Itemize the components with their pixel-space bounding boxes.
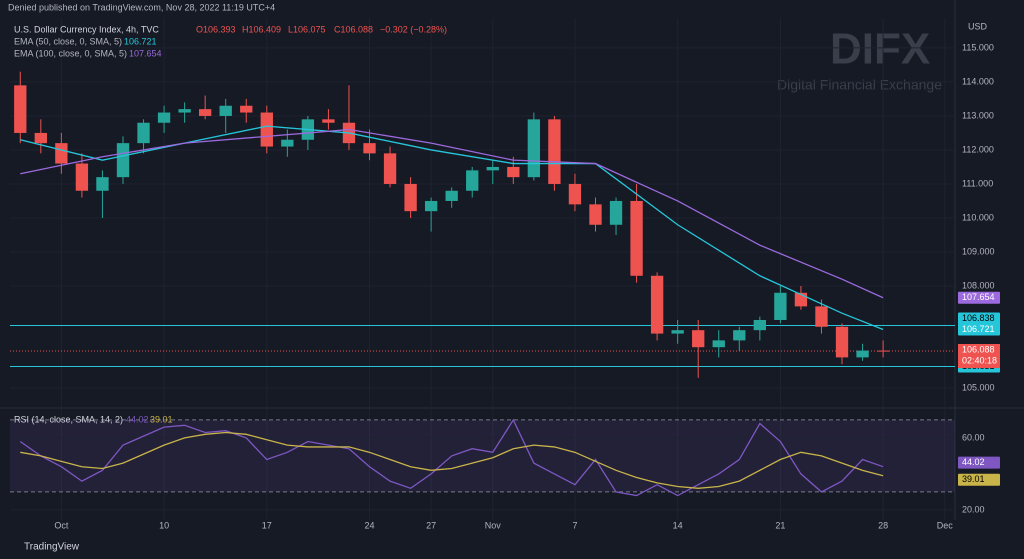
price-tag-label: 106.721 (962, 324, 995, 334)
candle-body (14, 85, 27, 133)
candle-body (876, 350, 890, 352)
y-tick-label: 108.000 (962, 280, 995, 290)
price-tag (958, 291, 1000, 304)
candle-body (116, 143, 130, 178)
y-tick-label: 115.000 (962, 42, 994, 52)
candle-body (404, 183, 417, 212)
y-tick-label: 109.000 (962, 246, 995, 256)
line-series (19, 418, 884, 497)
candle-body (240, 105, 253, 113)
candle-body (55, 143, 68, 164)
candle-body (815, 306, 828, 327)
x-tick-label: 17 (262, 520, 272, 530)
candle-body (548, 119, 561, 184)
candle-body (589, 204, 602, 225)
candle-body (671, 330, 684, 334)
candle-body (712, 340, 725, 348)
price-tag (958, 456, 1000, 469)
x-tick-label: 21 (775, 520, 785, 530)
x-tick-label: Nov (485, 520, 502, 530)
watermark-brand: DIFX (830, 25, 930, 74)
candle-body (96, 177, 109, 191)
candle-body (630, 200, 643, 276)
x-tick-label: Dec (937, 520, 954, 530)
price-tag (958, 312, 1000, 325)
candle-body (774, 292, 787, 320)
watermark-tagline: Digital Financial Exchange (777, 77, 942, 93)
x-tick-label: 28 (878, 520, 888, 530)
ohlc-value: H106.409 (242, 24, 281, 34)
price-tag-label: 106.088 (962, 344, 995, 354)
candle-body (137, 122, 150, 144)
x-tick-label: 24 (365, 520, 375, 530)
series-legend: EMA (100, close, 0, SMA, 5) (14, 48, 127, 58)
countdown-label: 02:40:18 (962, 355, 997, 365)
price-tag (958, 323, 1000, 336)
price-tag (958, 343, 1000, 368)
candle-body (34, 132, 47, 144)
ohlc-value: O106.393 (196, 24, 236, 34)
y-tick-label: 105.000 (962, 382, 995, 392)
x-tick-label: 14 (673, 520, 683, 530)
price-tag-label: 107.654 (962, 292, 995, 302)
candle-body (199, 109, 212, 116)
x-tick-label: 7 (572, 520, 577, 530)
candle-body (609, 200, 623, 225)
x-tick-label: 27 (426, 520, 436, 530)
y-tick-label: 60.00 (962, 432, 985, 442)
symbol-legend: U.S. Dollar Currency Index, 4h, TVC (14, 24, 159, 34)
published-note: Denied published on TradingView.com, Nov… (8, 2, 275, 12)
candle-body (650, 275, 664, 334)
candle-body (856, 350, 869, 358)
candle-body (692, 330, 705, 348)
indicator-legend: RSI (14, close, SMA, 14, 2) (14, 414, 123, 424)
y-tick-label: 114.000 (962, 76, 994, 86)
candle-body (466, 170, 479, 191)
line-series (20, 128, 884, 299)
line-series (20, 431, 884, 489)
candle-body (753, 319, 766, 331)
indicator-legend-value: 44.02 (126, 414, 149, 424)
candle-body (835, 326, 849, 358)
candle-body (219, 105, 232, 116)
candle-body (322, 119, 335, 123)
candle-body (260, 112, 273, 147)
candle-body (178, 109, 191, 113)
candle-body (75, 163, 89, 191)
candle-body (281, 139, 294, 147)
price-tag-label: 106.838 (962, 313, 995, 323)
candle-body (424, 200, 438, 212)
candle-body (363, 143, 376, 154)
ohlc-value: −0.302 (−0.28%) (380, 24, 447, 34)
price-tag-label: 39.01 (962, 474, 985, 484)
y-tick-label: 113.000 (962, 110, 994, 120)
y-tick-label: 112.000 (962, 144, 994, 154)
rsi-band (10, 419, 955, 492)
ohlc-value: C106.088 (334, 24, 373, 34)
candle-body (527, 119, 541, 178)
x-tick-label: Oct (54, 520, 69, 530)
indicator-legend-value: 39.01 (150, 414, 173, 424)
series-legend: EMA (50, close, 0, SMA, 5) (14, 36, 122, 46)
candle-body (383, 153, 397, 184)
currency: USD (968, 21, 988, 31)
footer-brand: TradingView (24, 542, 80, 553)
y-tick-label: 20.00 (962, 504, 985, 514)
ohlc-value: L106.075 (288, 24, 326, 34)
series-legend-value: 106.721 (124, 36, 157, 46)
series-legend-value: 107.654 (129, 48, 162, 58)
price-tag-label: 44.02 (962, 457, 985, 467)
y-tick-label: 111.000 (962, 178, 993, 188)
candle-body (507, 166, 520, 178)
candle-body (486, 166, 499, 171)
candle-body (445, 190, 458, 201)
price-tag (958, 473, 1000, 486)
candle-body (157, 112, 171, 123)
candle-body (568, 183, 582, 205)
y-tick-label: 110.000 (962, 212, 994, 222)
x-tick-label: 10 (159, 520, 169, 530)
candle-body (733, 330, 746, 341)
